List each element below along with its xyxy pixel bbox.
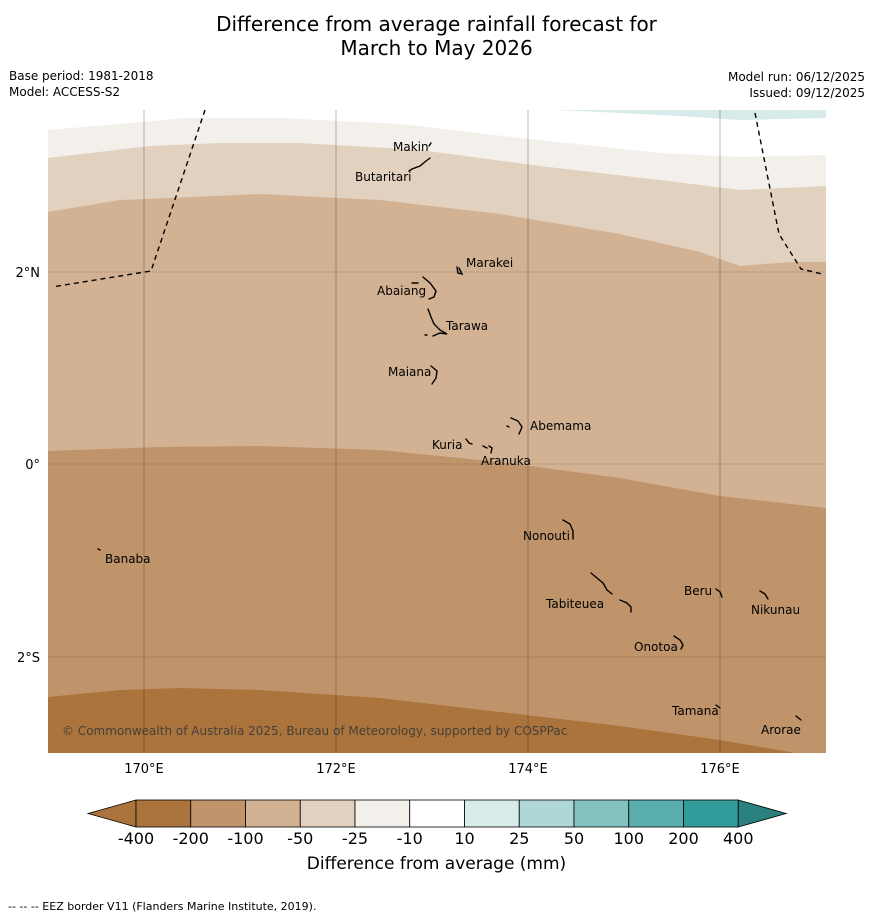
label-nonouti: Nonouti (523, 529, 570, 543)
label-aranuka: Aranuka (481, 454, 531, 468)
label-banaba: Banaba (105, 552, 151, 566)
colorbar-labels: -400 -200 -100 -50 -25 -10 10 25 50 100 200 400 (118, 829, 754, 848)
label-abemama: Abemama (530, 419, 591, 433)
island-shape-marakei (456, 266, 464, 276)
band-negative-100-200 (48, 446, 826, 753)
model-run-date: Model run: 06/12/2025 (727, 70, 865, 84)
colorbar-bin-5 (354, 799, 411, 828)
label-kuria: Kuria (432, 438, 463, 452)
label-tarawa: Tarawa (445, 319, 488, 333)
colorbar-label-1: -400 (118, 829, 154, 848)
colorbar-bin-9 (573, 799, 630, 828)
chart-title: Difference from average rainfall forecas… (0, 12, 873, 60)
lon-tick-174e: 174°E (508, 762, 548, 777)
colorbar-bin-4 (299, 799, 356, 828)
colorbar-title: Difference from average (mm) (306, 854, 567, 874)
title-line-1: Difference from average rainfall forecas… (216, 12, 657, 36)
colorbar-label-11: 200 (668, 829, 699, 848)
meta-right: Model run: 06/12/2025 Issued: 09/12/2025 (728, 69, 865, 101)
base-period: Base period: 1981-2018 (9, 69, 154, 83)
eez-borders (51, 109, 823, 288)
colorbar-bin-2 (190, 799, 246, 828)
colorbar-label-8: 25 (509, 829, 529, 848)
label-makin: Makin (393, 140, 429, 154)
colorbar-bin-1 (135, 799, 192, 828)
colorbar-extension-high (737, 799, 788, 828)
label-onotoa: Onotoa (634, 640, 678, 654)
colorbar-label-2: -200 (173, 829, 209, 848)
label-tabiteuea: Tabiteuea (545, 597, 604, 611)
eez-border-west (51, 109, 206, 288)
colorbar-label-10: 100 (613, 829, 644, 848)
lon-tick-176e: 176°E (700, 762, 740, 777)
lat-tick-2n: 2°N (16, 266, 41, 281)
colorbar-label-5: -25 (342, 829, 368, 848)
eez-border-east (754, 112, 823, 275)
island-shape-tabiteuea (590, 572, 632, 613)
island-shape-onotoa (673, 635, 684, 650)
colorbar-bin-11 (683, 799, 739, 828)
copyright-notice: © Commonwealth of Australia 2025, Bureau… (62, 724, 568, 738)
island-shape-aranuka (482, 445, 493, 454)
label-arorae: Arorae (761, 723, 801, 737)
island-shape-abaiang (411, 276, 437, 300)
island-shape-tamana (715, 704, 721, 709)
island-shape-beru (715, 588, 723, 598)
colorbar-extension-low (86, 799, 137, 828)
model-name: Model: ACCESS-S2 (9, 85, 121, 99)
label-butaritari: Butaritari (355, 170, 412, 184)
issued-date: Issued: 09/12/2025 (749, 86, 865, 100)
colorbar-label-7: 10 (454, 829, 474, 848)
colorbar-label-6: -10 (397, 829, 423, 848)
colorbar-bin-7 (464, 799, 520, 828)
map-figure: Makin Butaritari Marakei Abaiang Tarawa … (16, 109, 826, 777)
label-beru: Beru (684, 584, 712, 598)
label-tamana: Tamana (671, 704, 719, 718)
rainfall-bands (48, 110, 826, 753)
colorbar-bin-6 (409, 799, 465, 828)
lon-tick-172e: 172°E (316, 762, 356, 777)
band-negative-200-400 (48, 688, 826, 753)
label-maiana: Maiana (388, 365, 431, 379)
colorbar-bin-8 (518, 799, 575, 828)
island-shape-nikunau (759, 590, 769, 600)
colorbar-bin-10 (628, 799, 684, 828)
island-labels: Makin Butaritari Marakei Abaiang Tarawa … (105, 140, 801, 737)
colorbar-bins (86, 799, 788, 828)
island-shape-butaritari (408, 157, 431, 172)
lat-tick-0: 0° (25, 458, 40, 473)
island-shape-makin (428, 142, 432, 147)
label-nikunau: Nikunau (751, 603, 800, 617)
grid-lines (48, 110, 826, 753)
title-line-2: March to May 2026 (340, 36, 533, 60)
colorbar-label-12: 400 (723, 829, 754, 848)
axis-tick-labels: 170°E 172°E 174°E 176°E 2°N 0° 2°S (16, 266, 740, 777)
band-positive-10-25 (555, 110, 826, 120)
lon-tick-170e: 170°E (124, 762, 164, 777)
colorbar-label-3: -100 (227, 829, 263, 848)
island-shape-nonouti (562, 519, 574, 540)
island-outlines (97, 142, 802, 721)
colorbar-bin-3 (245, 799, 301, 828)
label-marakei: Marakei (466, 256, 513, 270)
eez-footnote: -- -- -- EEZ border V11 (Flanders Marine… (8, 900, 317, 913)
island-shape-maiana (430, 365, 438, 385)
island-shape-kuria (465, 438, 473, 445)
colorbar: -400 -200 -100 -50 -25 -10 10 25 50 100 200 400 (86, 799, 788, 848)
meta-left: Base period: 1981-2018 Model: ACCESS-S2 (9, 68, 154, 100)
lat-tick-2s: 2°S (17, 651, 40, 666)
island-shape-arorae (795, 715, 802, 721)
label-abaiang: Abaiang (377, 284, 426, 298)
island-shape-abemama (506, 417, 523, 435)
colorbar-label-4: -50 (287, 829, 313, 848)
colorbar-label-9: 50 (564, 829, 584, 848)
island-shape-banaba (97, 548, 101, 551)
island-shape-tarawa (424, 308, 448, 337)
